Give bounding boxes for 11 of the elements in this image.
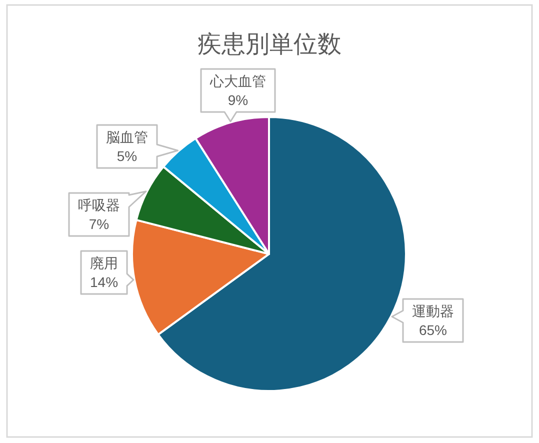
- data-label: 7%: [88, 216, 110, 232]
- title: 疾患別単位数: [198, 31, 342, 58]
- data-label: 65%: [418, 322, 448, 338]
- slice-label: 呼吸器: [78, 197, 120, 214]
- data-label: 5%: [116, 148, 138, 164]
- data-label: 9%: [228, 92, 248, 108]
- slice-label: 心大血管: [209, 73, 266, 90]
- data-label: 14%: [90, 274, 118, 290]
- slice-label: 脳血管: [106, 129, 148, 146]
- slice-label: 運動器: [412, 303, 454, 320]
- slice-label: 廃用: [90, 255, 118, 272]
